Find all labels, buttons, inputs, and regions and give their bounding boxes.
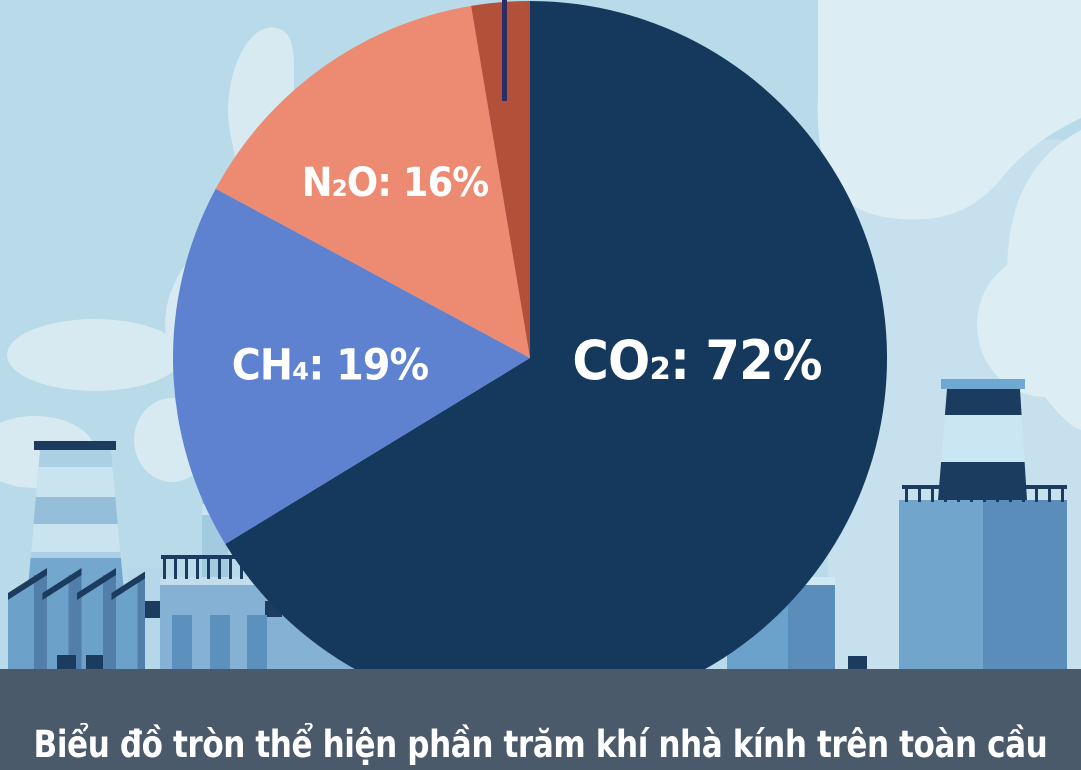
right-chimney-cap — [941, 379, 1025, 389]
sawtooth-roof — [8, 568, 47, 600]
door — [247, 615, 267, 669]
cloud-top-right — [817, 0, 1081, 220]
door — [172, 615, 192, 669]
factory-building-sawtooth — [8, 568, 145, 669]
right-building-right-face — [983, 500, 1067, 669]
pie-label-co2: CO₂: 72% — [572, 329, 822, 392]
pie-label-n2o: N₂O: 16% — [301, 160, 489, 206]
pie-chart — [173, 0, 888, 715]
pie-slice-n2o — [215, 5, 530, 359]
window-block — [143, 601, 160, 618]
factory-right — [848, 379, 1067, 669]
sawtooth-roof — [111, 571, 145, 600]
door — [210, 615, 230, 669]
right-building-left-face — [899, 500, 983, 669]
door — [57, 655, 76, 669]
pie-slice-ch4 — [173, 188, 530, 544]
pie-label-ch4: CH₄: 19% — [231, 340, 429, 391]
sawtooth-roof — [77, 568, 116, 600]
footer-bar — [0, 669, 1081, 770]
sawtooth-roof — [42, 568, 82, 600]
right-chimney — [938, 379, 1027, 500]
smoke-wisp-low — [7, 319, 183, 391]
door — [86, 655, 103, 669]
steam-puff-right-chimney — [977, 253, 1081, 397]
cooling-tower-rim — [34, 441, 116, 450]
pie-slice-other — [471, 1, 530, 358]
ground-block — [848, 656, 867, 669]
pie-slice-co2 — [225, 0, 888, 715]
